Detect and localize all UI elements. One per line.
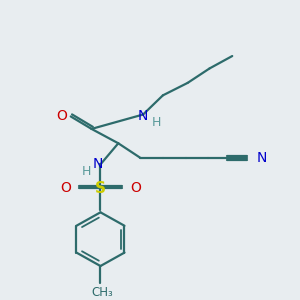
Text: O: O bbox=[60, 182, 71, 195]
Text: N: N bbox=[92, 158, 103, 171]
Text: S: S bbox=[95, 181, 106, 196]
Text: N: N bbox=[138, 110, 148, 123]
Text: O: O bbox=[56, 110, 67, 123]
Text: O: O bbox=[130, 182, 141, 195]
Text: H: H bbox=[82, 165, 91, 178]
Text: N: N bbox=[257, 151, 267, 165]
Text: CH₃: CH₃ bbox=[92, 286, 113, 299]
Text: H: H bbox=[152, 116, 162, 129]
